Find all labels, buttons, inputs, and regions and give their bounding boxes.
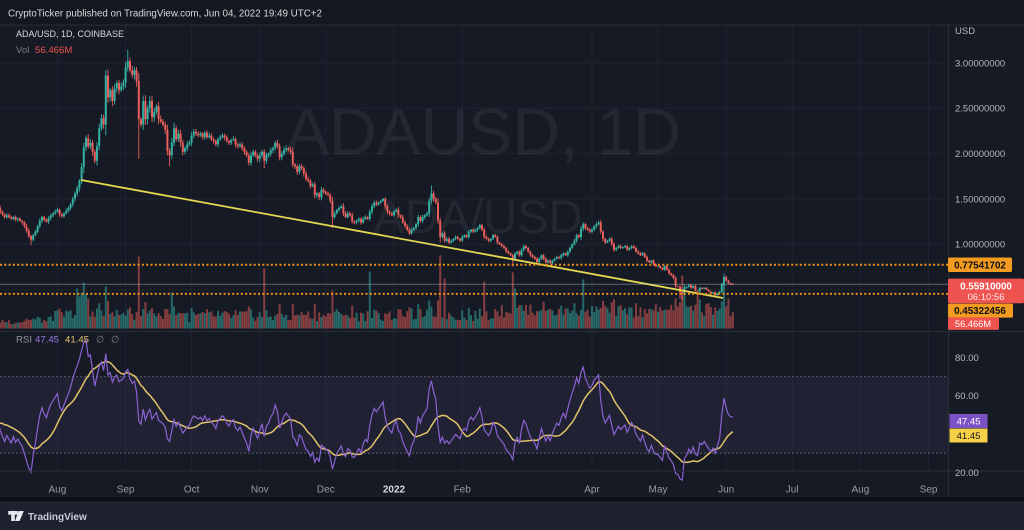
svg-text:Jun: Jun [718, 485, 734, 496]
svg-text:Apr: Apr [584, 485, 600, 496]
svg-text:1.00000000: 1.00000000 [955, 240, 1005, 251]
svg-text:3.00000000: 3.00000000 [955, 58, 1005, 69]
svg-text:May: May [649, 485, 668, 496]
svg-text:Vol 56.466M: Vol 56.466M [16, 45, 72, 56]
svg-text:0.45322456: 0.45322456 [954, 306, 1006, 317]
svg-text:Nov: Nov [251, 485, 269, 496]
svg-text:ADA/USD, 1D, COINBASE: ADA/USD, 1D, COINBASE [16, 29, 124, 39]
svg-text:60.00: 60.00 [955, 391, 979, 402]
svg-text:20.00: 20.00 [955, 468, 979, 479]
svg-text:Jul: Jul [786, 485, 799, 496]
svg-text:06:10:56: 06:10:56 [968, 292, 1005, 303]
svg-text:USD: USD [955, 26, 975, 37]
svg-text:Feb: Feb [454, 485, 472, 496]
svg-text:1.50000000: 1.50000000 [955, 194, 1005, 205]
svg-text:Aug: Aug [852, 485, 870, 496]
svg-text:Dec: Dec [317, 485, 335, 496]
svg-text:Sep: Sep [117, 485, 135, 496]
svg-text:47.45: 47.45 [957, 416, 981, 427]
svg-text:2.50000000: 2.50000000 [955, 104, 1005, 115]
svg-text:2022: 2022 [383, 485, 406, 496]
svg-text:0.55910000: 0.55910000 [960, 282, 1012, 293]
svg-text:2.00000000: 2.00000000 [955, 149, 1005, 160]
svg-text:ADA/USD: ADA/USD [374, 190, 583, 243]
svg-text:56.466M: 56.466M [955, 319, 991, 329]
svg-text:ADAUSD, 1D: ADAUSD, 1D [285, 95, 681, 169]
svg-text:41.45: 41.45 [957, 431, 981, 442]
svg-text:Aug: Aug [49, 485, 67, 496]
svg-text:Sep: Sep [920, 485, 938, 496]
svg-text:TradingView: TradingView [28, 512, 87, 523]
svg-text:80.00: 80.00 [955, 353, 979, 364]
svg-text:Oct: Oct [184, 485, 200, 496]
svg-text:0.77541702: 0.77541702 [954, 261, 1006, 272]
svg-text:CryptoTicker published on Trad: CryptoTicker published on TradingView.co… [8, 9, 322, 20]
